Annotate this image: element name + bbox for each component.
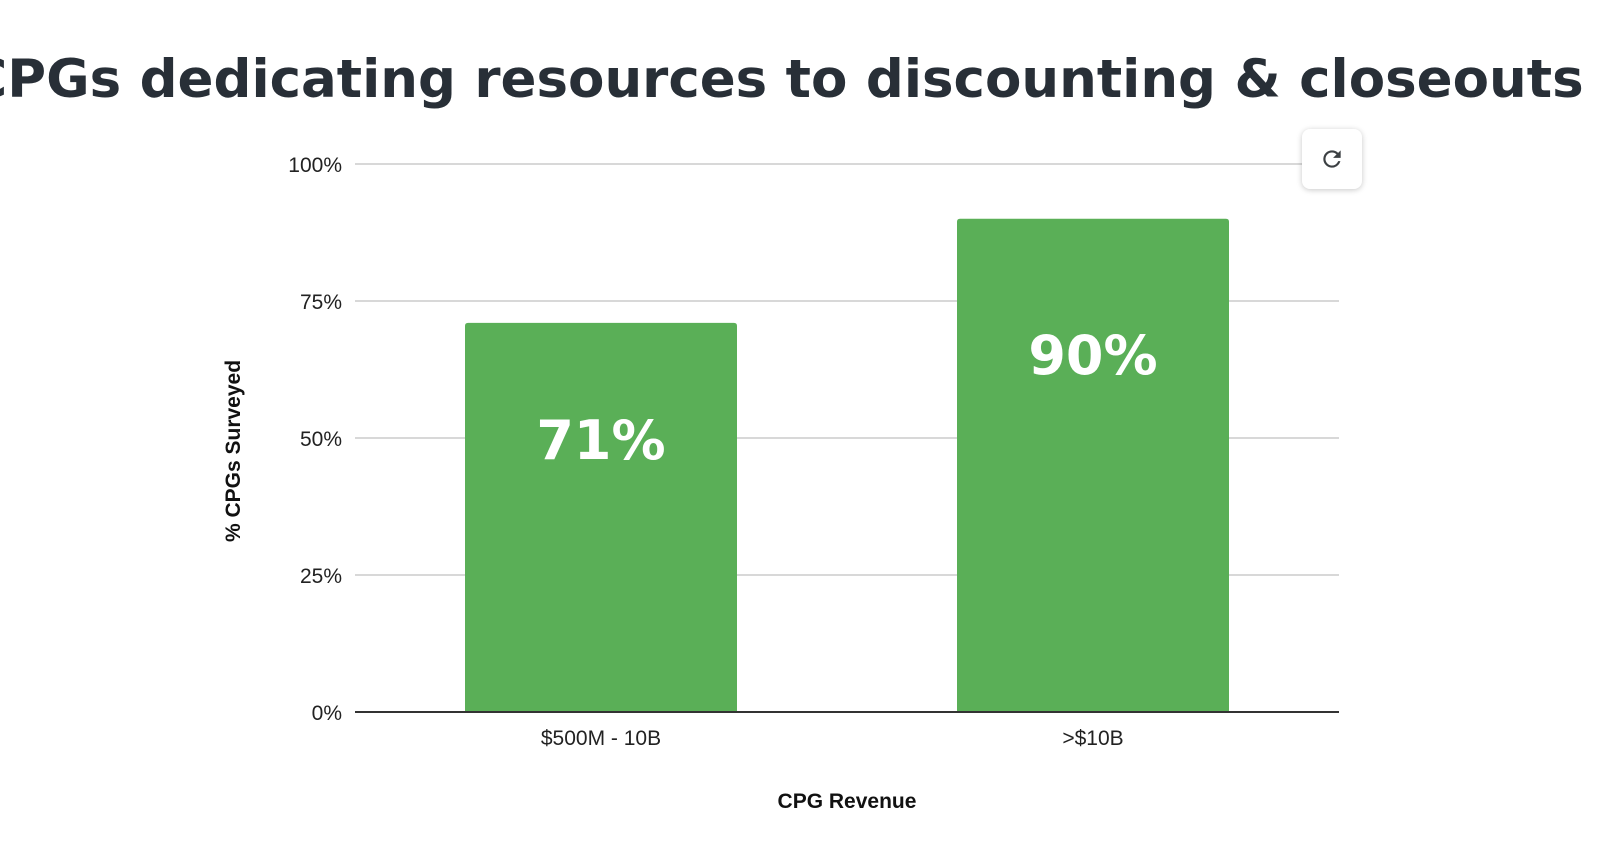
bar <box>465 322 737 712</box>
y-tick-label: 0% <box>312 702 342 725</box>
y-tick-label: 100% <box>288 154 342 177</box>
y-tick-label: 25% <box>300 565 342 588</box>
x-axis-title: CPG Revenue <box>778 790 917 813</box>
data-label: 90% <box>1028 324 1157 387</box>
x-tick-label: $500M - 10B <box>541 727 661 750</box>
refresh-button[interactable] <box>1302 129 1362 189</box>
y-tick-label: 75% <box>300 291 342 314</box>
bars: 71% 90% <box>465 218 1229 713</box>
y-axis-title: % CPGs Surveyed <box>222 360 245 542</box>
refresh-icon <box>1323 150 1341 168</box>
y-axis-ticks: 0% 25% 50% 75% 100% <box>288 154 342 725</box>
y-tick-label: 50% <box>300 428 342 451</box>
chart-title: CPGs dedicating resources to discounting… <box>0 49 1584 110</box>
x-axis-ticks: $500M - 10B >$10B <box>541 727 1124 750</box>
x-tick-label: >$10B <box>1062 727 1123 750</box>
data-label: 71% <box>536 409 665 472</box>
bar <box>957 218 1229 713</box>
